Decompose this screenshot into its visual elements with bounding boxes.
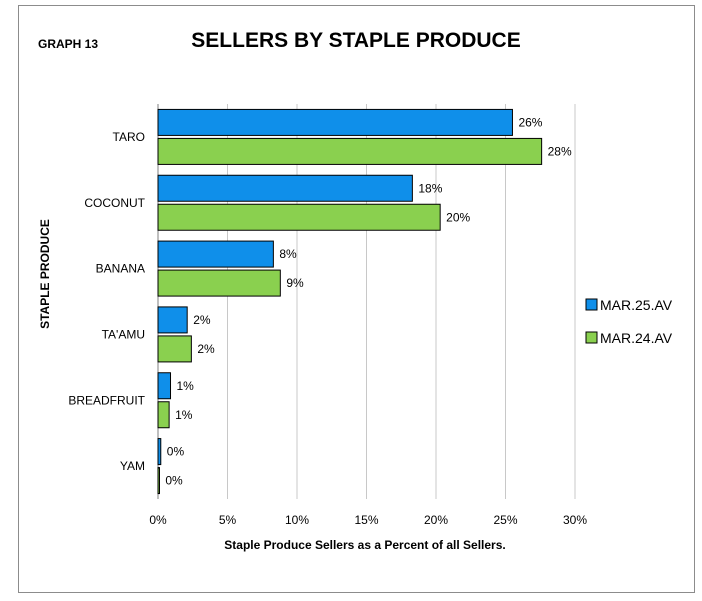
x-tick-label: 20% bbox=[424, 513, 448, 527]
legend: MAR.25.AV MAR.24.AV bbox=[585, 297, 673, 346]
bar-mar-25-av bbox=[157, 240, 274, 268]
data-labels: 26% 28% 18% 20% 8% 9% 2% 2% 1% 1% 0% 0% bbox=[165, 115, 572, 487]
chart-frame bbox=[18, 5, 695, 593]
legend-swatch bbox=[585, 298, 598, 311]
category-label: YAM bbox=[120, 459, 145, 473]
y-axis-title: STAPLE PRODUCE bbox=[38, 219, 52, 329]
x-tick-label: 30% bbox=[563, 513, 587, 527]
category-label: TARO bbox=[113, 130, 145, 144]
data-label: 0% bbox=[167, 445, 185, 459]
legend-entry: MAR.25.AV bbox=[600, 297, 673, 313]
x-tick-label: 15% bbox=[354, 513, 378, 527]
data-label: 9% bbox=[286, 276, 304, 290]
data-label: 28% bbox=[548, 144, 572, 158]
bar-mar-24-av bbox=[157, 269, 281, 297]
category-label: TA'AMU bbox=[102, 327, 145, 341]
data-label: 0% bbox=[165, 474, 183, 488]
chart-title: SELLERS BY STAPLE PRODUCE bbox=[191, 29, 520, 52]
bar-mar-24-av bbox=[157, 467, 160, 495]
x-tick-label: 0% bbox=[149, 513, 167, 527]
data-label: 1% bbox=[177, 379, 195, 393]
x-tick-label: 5% bbox=[219, 513, 237, 527]
bar-mar-25-av bbox=[157, 372, 172, 400]
category-labels: TARO COCONUT BANANA TA'AMU BREADFRUIT YAM bbox=[68, 130, 145, 473]
data-label: 2% bbox=[193, 313, 211, 327]
category-label: COCONUT bbox=[84, 196, 145, 210]
data-label: 26% bbox=[518, 115, 542, 129]
gridlines bbox=[157, 104, 576, 499]
x-axis-title: Staple Produce Sellers as a Percent of a… bbox=[224, 538, 505, 552]
bar-mar-24-av bbox=[157, 203, 441, 231]
bar-mar-24-av bbox=[157, 137, 543, 165]
data-label: 20% bbox=[446, 210, 470, 224]
category-label: BANANA bbox=[96, 262, 145, 276]
x-tick-label: 10% bbox=[285, 513, 309, 527]
graph-label: GRAPH 13 bbox=[38, 37, 98, 51]
bar-mar-24-av bbox=[157, 335, 192, 363]
data-label: 8% bbox=[279, 247, 297, 261]
bar-mar-25-av bbox=[157, 174, 413, 202]
data-label: 1% bbox=[175, 408, 193, 422]
bar-mar-25-av bbox=[157, 438, 162, 466]
x-tick-labels: 0% 5% 10% 15% 20% 25% 30% bbox=[149, 513, 587, 527]
bar-mar-25-av bbox=[157, 108, 513, 136]
category-label: BREADFRUIT bbox=[68, 393, 145, 407]
data-label: 18% bbox=[418, 181, 442, 195]
x-tick-label: 25% bbox=[493, 513, 517, 527]
legend-swatch bbox=[585, 331, 598, 344]
data-label: 2% bbox=[197, 342, 215, 356]
bars bbox=[157, 108, 543, 495]
bar-mar-25-av bbox=[157, 306, 188, 334]
legend-entry: MAR.24.AV bbox=[600, 330, 673, 346]
bar-mar-24-av bbox=[157, 401, 170, 429]
